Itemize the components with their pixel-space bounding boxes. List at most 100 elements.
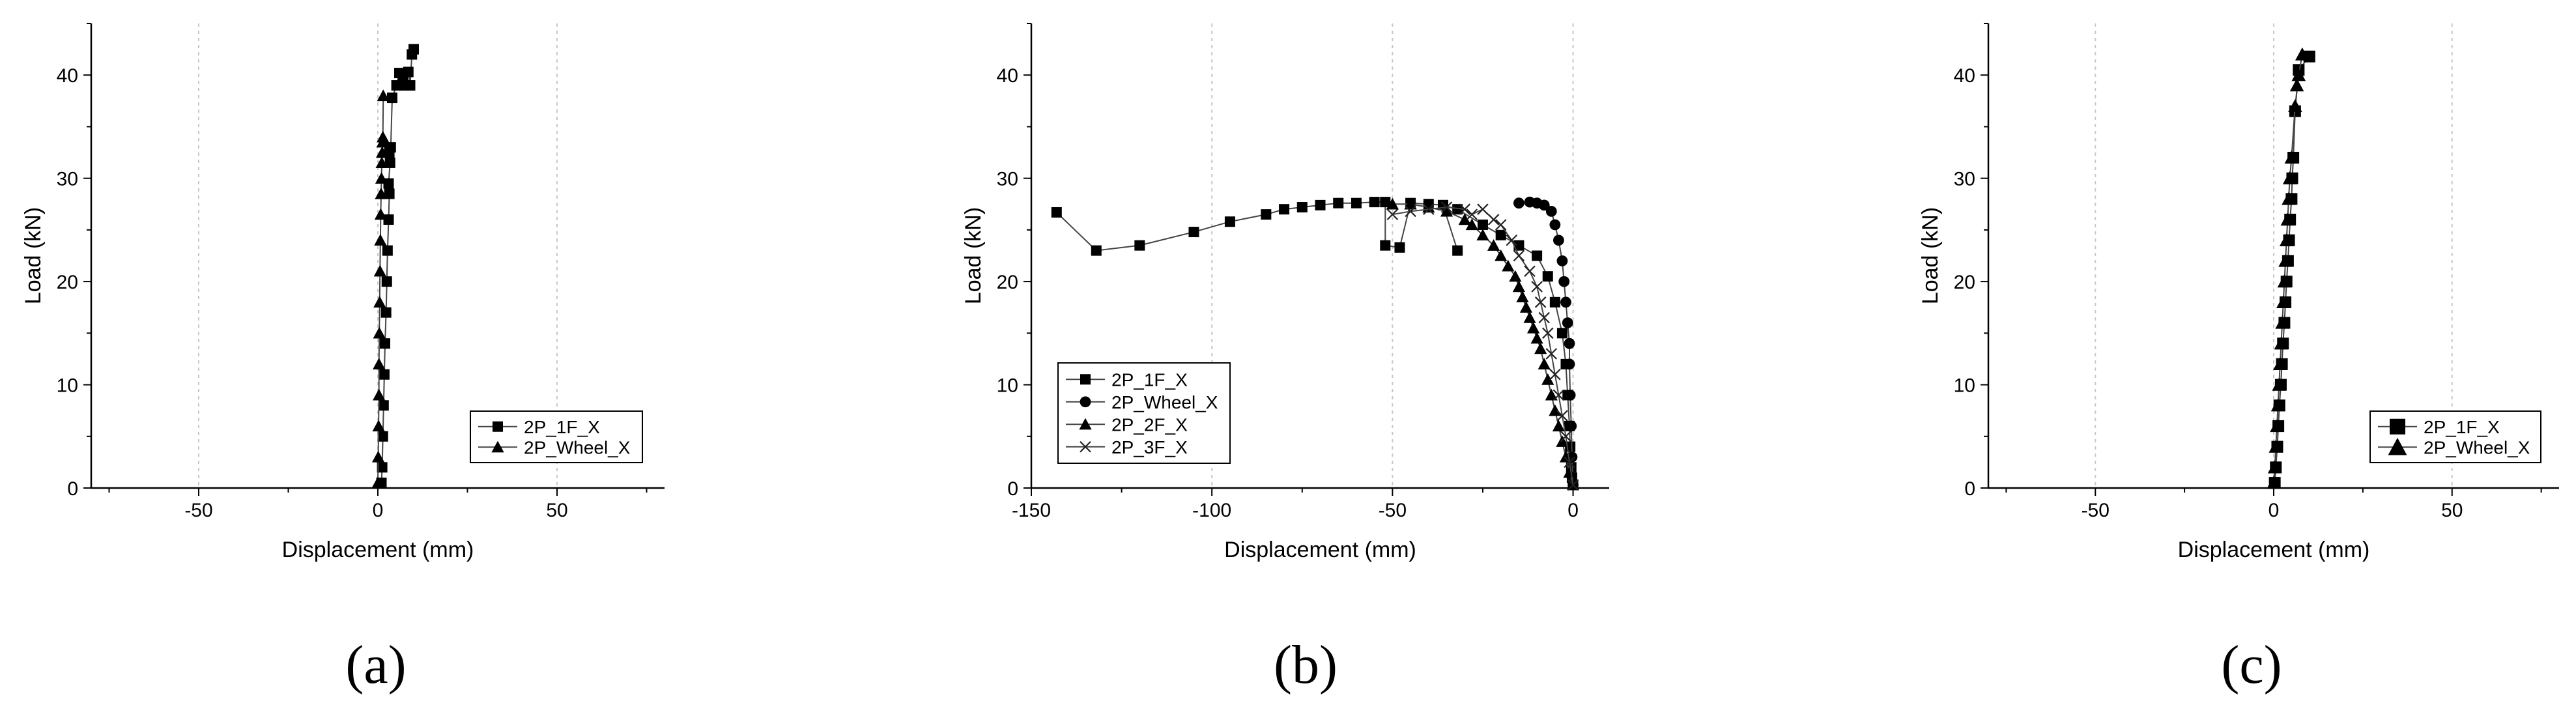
data-point — [2270, 419, 2284, 433]
y-axis-label: Load (kN) — [21, 207, 46, 304]
data-point — [1333, 197, 1344, 208]
data-point — [1369, 197, 1380, 208]
data-point — [2280, 212, 2295, 226]
data-point — [1534, 342, 1547, 354]
data-point — [1542, 271, 1553, 282]
data-point — [375, 156, 388, 169]
legend-marker — [1080, 396, 1091, 408]
data-point — [1553, 235, 1564, 246]
data-point — [1465, 218, 1478, 231]
data-point — [2277, 274, 2292, 288]
data-point — [377, 431, 388, 442]
data-point — [380, 307, 392, 318]
data-point — [1477, 203, 1489, 215]
data-point — [1541, 327, 1554, 339]
data-point — [373, 388, 386, 401]
y-tick-label: 20 — [57, 272, 78, 293]
data-point — [1386, 208, 1399, 220]
legend-marker — [2390, 418, 2405, 435]
data-point — [1545, 348, 1558, 360]
legend-label: 2P_Wheel_X — [2424, 437, 2530, 457]
data-point — [1466, 208, 1478, 220]
data-point — [1558, 276, 1570, 287]
data-point — [1560, 296, 1571, 308]
data-point — [375, 187, 388, 199]
data-point — [1567, 479, 1579, 491]
data-point — [1279, 204, 1290, 215]
data-point — [1440, 205, 1453, 217]
data-point — [1380, 197, 1391, 208]
data-point — [1512, 280, 1526, 293]
x-tick-label: -50 — [1379, 500, 1407, 521]
data-point — [1523, 311, 1536, 323]
data-point — [379, 369, 390, 380]
y-tick-label: 10 — [1954, 375, 1975, 397]
data-point — [377, 462, 388, 473]
data-point — [2284, 151, 2299, 164]
data-point — [1556, 255, 1568, 266]
data-point — [1549, 368, 1561, 381]
data-point — [1405, 205, 1416, 218]
legend-label: 2P_3F_X — [1111, 437, 1188, 457]
data-point — [1556, 435, 1569, 447]
data-point — [1513, 197, 1524, 209]
data-point — [1487, 214, 1500, 225]
y-tick-label: 20 — [1954, 272, 1975, 293]
data-point — [1452, 245, 1463, 256]
y-tick-label: 40 — [1954, 65, 1975, 87]
panel-label-c: (c) — [2221, 635, 2282, 695]
legend: 2P_1F_X2P_Wheel_X — [470, 410, 643, 463]
data-point — [371, 476, 384, 489]
data-point — [378, 400, 389, 411]
data-point — [1134, 240, 1145, 251]
x-tick-label: -50 — [184, 500, 212, 521]
data-point — [403, 66, 414, 78]
data-point — [1513, 250, 1525, 262]
data-point — [1188, 227, 1199, 238]
legend-marker — [1080, 374, 1091, 385]
panel-label-a: (a) — [345, 635, 407, 695]
data-point — [1380, 240, 1391, 251]
legend: 2P_1F_X2P_Wheel_X — [2369, 410, 2541, 463]
data-point — [1459, 203, 1471, 215]
data-point — [2268, 439, 2283, 453]
data-point — [405, 80, 416, 91]
y-tick-label: 40 — [997, 65, 1018, 87]
data-point — [1315, 199, 1326, 210]
x-tick-label: -100 — [1192, 500, 1231, 521]
data-point — [1545, 205, 1557, 217]
data-point — [377, 130, 390, 143]
data-point — [1553, 389, 1565, 401]
data-point — [383, 214, 394, 225]
y-tick-label: 30 — [997, 169, 1018, 190]
x-axis-label: Displacement (mm) — [1224, 538, 1416, 562]
data-point — [1513, 240, 1524, 251]
data-point — [1423, 203, 1435, 215]
data-point — [377, 89, 390, 102]
data-point — [2278, 253, 2293, 267]
y-tick-label: 0 — [1964, 478, 1975, 500]
x-tick-label: 0 — [373, 500, 384, 521]
data-point — [1452, 204, 1463, 215]
series-2P_3F_X — [1386, 201, 1579, 491]
data-point — [1509, 270, 1522, 282]
data-point — [1562, 317, 1573, 328]
legend-marker — [491, 440, 504, 453]
data-point — [1091, 245, 1102, 256]
data-point — [1563, 466, 1576, 478]
data-point — [1549, 219, 1561, 231]
legend-label: 2P_1F_X — [1111, 369, 1188, 390]
data-point — [1532, 250, 1543, 261]
data-point — [1495, 229, 1506, 240]
data-point — [1495, 219, 1507, 231]
y-axis-label: Load (kN) — [1918, 207, 1943, 304]
data-point — [1477, 219, 1488, 230]
data-point — [1549, 296, 1560, 308]
x-tick-label: -150 — [1012, 500, 1051, 521]
legend-label: 2P_2F_X — [1111, 414, 1188, 435]
data-point — [380, 338, 390, 349]
data-point — [1564, 358, 1575, 370]
data-point — [2288, 98, 2302, 112]
